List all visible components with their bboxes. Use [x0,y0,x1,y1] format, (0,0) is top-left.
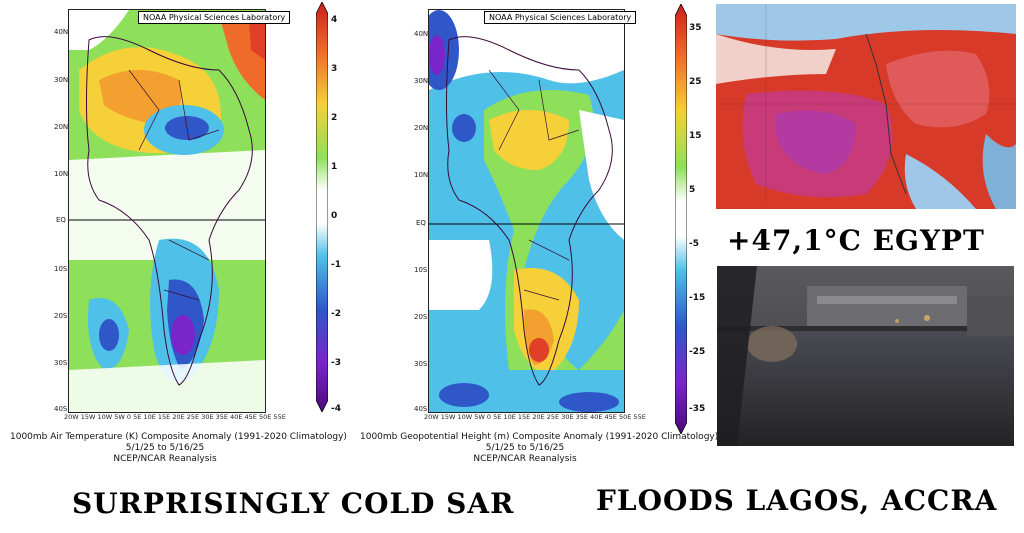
right-cbar-tick-m25: -25 [689,347,706,357]
r-lat-label-30s: 30S [414,360,428,368]
egypt-temperature-label: +47,1°C EGYPT [727,224,985,257]
egypt-heat-map-image [716,4,1016,209]
left-cbar-tick-2: 2 [331,113,338,123]
left-cbar-tick-4: 4 [331,15,338,25]
right-cbar-tick-m15: -15 [689,293,706,303]
left-caption-line3: NCEP/NCAR Reanalysis [113,454,217,464]
lat-label-20n: 20N [54,123,69,131]
right-colorbar [674,3,688,435]
r-lat-label-30n: 30N [414,77,429,85]
r-lat-label-40n: 40N [414,30,429,38]
flood-street-photo [717,266,1014,446]
right-colorbar-gradient [674,3,688,435]
right-caption-line3: NCEP/NCAR Reanalysis [473,454,577,464]
lon-labels: 20W 15W 10W 5W 0 5E 10E 15E 20E 25E 30E … [64,413,286,421]
flooded-street-scene [717,266,1014,446]
left-caption-line1: 1000mb Air Temperature (K) Composite Ano… [10,432,347,442]
air-temperature-field [69,10,265,412]
left-cbar-tick-m1: -1 [331,260,341,270]
geopotential-map-plot [428,9,625,413]
left-map-credit: NOAA Physical Sciences Laboratory [138,11,291,24]
left-colorbar [315,1,329,413]
floods-headline: FLOODS LAGOS, ACCRA [596,484,998,517]
right-map-credit: NOAA Physical Sciences Laboratory [484,11,637,24]
left-colorbar-gradient [315,1,329,413]
r-lat-label-eq: EQ [416,219,426,227]
lat-label-30n: 30N [54,76,69,84]
cold-sar-headline: SURPRISINGLY COLD SAR [72,487,515,520]
right-cbar-tick-15: 15 [689,131,702,141]
left-cbar-tick-0: 0 [331,211,338,221]
geopotential-field [429,10,624,412]
right-cbar-tick-35: 35 [689,23,702,33]
r-lat-label-20n: 20N [414,124,429,132]
r-lon-labels: 20W 15W 10W 5W 0 5E 10E 15E 20E 25E 30E … [424,413,646,421]
left-cbar-tick-m4: -4 [331,404,341,414]
right-caption-line1: 1000mb Geopotential Height (m) Composite… [360,432,719,442]
lat-label-10n: 10N [54,170,69,178]
left-caption-line2: 5/1/25 to 5/16/25 [125,443,205,453]
lat-label-eq: EQ [56,216,66,224]
left-cbar-tick-3: 3 [331,64,338,74]
r-lat-label-10s: 10S [414,266,428,274]
r-lat-label-40s: 40S [414,405,428,413]
lat-label-40n: 40N [54,28,69,36]
left-map-caption: 1000mb Air Temperature (K) Composite Ano… [10,432,347,465]
left-cbar-tick-m3: -3 [331,358,341,368]
lat-label-20s: 20S [54,312,68,320]
r-lat-label-20s: 20S [414,313,428,321]
left-cbar-tick-m2: -2 [331,309,341,319]
left-cbar-tick-1: 1 [331,162,338,172]
right-cbar-tick-m35: -35 [689,404,706,414]
air-temperature-map-plot [68,9,266,413]
right-cbar-tick-5: 5 [689,185,696,195]
lat-label-40s: 40S [54,405,68,413]
lat-label-10s: 10S [54,265,68,273]
r-lat-label-10n: 10N [414,171,429,179]
lat-label-30s: 30S [54,359,68,367]
middle-east-heat-map [716,4,1016,209]
right-map-caption: 1000mb Geopotential Height (m) Composite… [360,432,719,465]
right-cbar-tick-m5: -5 [689,239,699,249]
right-caption-line2: 5/1/25 to 5/16/25 [485,443,565,453]
right-cbar-tick-25: 25 [689,77,702,87]
